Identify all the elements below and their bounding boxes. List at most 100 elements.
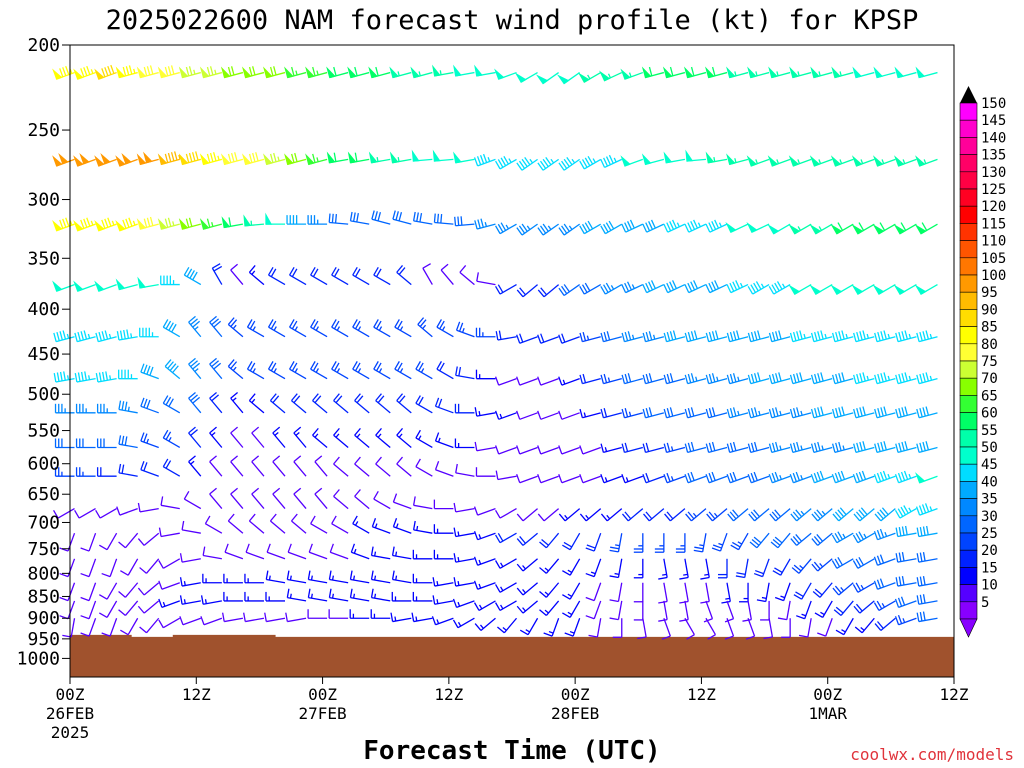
wind-barb [158, 598, 180, 609]
wind-barb [290, 513, 307, 534]
wind-barb [854, 617, 875, 634]
wind-barb [375, 456, 391, 477]
wind-barb [852, 556, 875, 569]
wind-barb [495, 600, 517, 611]
wind-barb [721, 582, 731, 604]
wind-barb [789, 66, 812, 79]
wind-barb [516, 445, 538, 455]
wind-barb [558, 474, 580, 484]
credit-text[interactable]: coolwx.com/models [850, 745, 1014, 764]
wind-barb [661, 618, 671, 640]
wind-barb [658, 600, 668, 622]
colorbar-swatch [959, 240, 978, 259]
wind-barb [433, 524, 454, 534]
wind-barb [347, 151, 370, 164]
wind-barb [459, 265, 475, 286]
wind-barb [368, 151, 391, 164]
colorbar-swatch [959, 326, 978, 345]
wind-barb [621, 442, 643, 454]
wind-barb [915, 66, 938, 79]
wind-barb [137, 582, 160, 596]
wind-barb [199, 66, 223, 79]
wind-barb [199, 152, 223, 166]
wind-barb [705, 66, 728, 79]
wind-barb [98, 532, 118, 551]
colorbar-swatch [959, 498, 978, 517]
wind-barb [664, 508, 686, 522]
wind-barb [539, 600, 560, 616]
wind-barb [59, 582, 76, 602]
wind-barb [726, 330, 749, 343]
wind-barb [612, 618, 623, 638]
wind-barb [396, 265, 412, 286]
wind-barb [494, 376, 517, 386]
wind-barb [289, 361, 307, 380]
wind-barb [310, 515, 328, 534]
colorbar-swatch [959, 137, 978, 155]
wind-barb [394, 319, 412, 338]
wind-barb [415, 395, 433, 414]
wind-barb [98, 582, 118, 600]
wind-barb [474, 441, 496, 452]
colorbar-swatch [959, 515, 978, 534]
colorbar-label: 5 [981, 595, 989, 611]
wind-barb [916, 441, 938, 454]
wind-barb [495, 155, 517, 170]
wind-barb [693, 533, 707, 553]
wind-barb [768, 441, 791, 454]
wind-barb [579, 408, 601, 419]
wind-barb [539, 582, 560, 598]
wind-barb [137, 502, 159, 513]
wind-barb [118, 532, 139, 549]
wind-barb [158, 558, 181, 569]
wind-barb [537, 376, 559, 386]
wind-barb [312, 393, 328, 414]
wind-barb [831, 330, 854, 343]
colorbar-swatch [959, 291, 978, 310]
wind-barb [263, 152, 286, 166]
wind-barb [893, 222, 917, 235]
wind-barb [392, 210, 412, 225]
wind-barb [809, 155, 833, 167]
wind-barb [307, 215, 328, 225]
wind-barb [519, 617, 539, 636]
wind-barb [391, 546, 412, 560]
wind-barb [495, 582, 517, 593]
wind-barb [916, 330, 938, 343]
wind-barb [873, 578, 896, 590]
wind-barb [140, 363, 159, 380]
wind-barb [874, 406, 896, 419]
wind-barb [788, 284, 812, 295]
wind-barb [684, 280, 707, 294]
wind-barb [453, 64, 475, 77]
wind-barb [642, 280, 665, 294]
y-tick-label: 350 [27, 248, 60, 269]
wind-barb [307, 588, 328, 602]
wind-barb [726, 441, 749, 454]
wind-barb [310, 319, 328, 338]
wind-barb [537, 157, 559, 171]
wind-barb [768, 407, 791, 419]
wind-barb [158, 617, 181, 629]
colorbar-label: 80 [981, 337, 998, 353]
wind-barb [305, 153, 328, 166]
wind-barb [265, 212, 285, 225]
colorbar-label: 60 [981, 406, 998, 422]
wind-barb [516, 157, 538, 171]
colorbar-max-arrow [960, 86, 977, 103]
wind-barb [562, 558, 581, 576]
wind-barb [52, 217, 75, 232]
wind-barb [579, 373, 601, 385]
wind-barb [746, 222, 770, 234]
wind-barb [830, 155, 854, 167]
wind-barb [579, 155, 602, 170]
wind-barb [96, 403, 117, 414]
wind-barb [246, 361, 265, 380]
wind-barb [747, 330, 770, 343]
wind-barb [874, 617, 896, 631]
wind-barb [54, 403, 75, 414]
x-tick-label: 12Z [182, 685, 211, 704]
wind-barb [243, 612, 265, 623]
wind-barb [333, 489, 349, 510]
